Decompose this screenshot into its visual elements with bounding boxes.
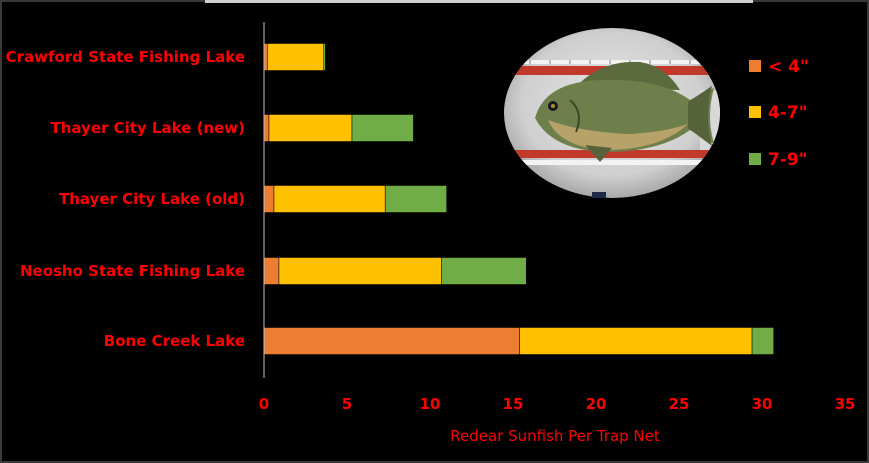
bar-3-series-1 [278, 257, 442, 285]
bar-3-series-0 [263, 257, 280, 285]
x-tick-label: 30 [752, 395, 773, 413]
bars-group [263, 43, 774, 355]
bar-1-series-0 [263, 114, 270, 142]
legend-swatch [749, 106, 761, 118]
top-edge-line [205, 0, 753, 3]
category-label: Thayer City Lake (new) [50, 119, 245, 137]
legend: < 4" 4-7" 7-9" [749, 57, 809, 170]
x-axis-label: Redear Sunfish Per Trap Net [450, 427, 660, 445]
category-label: Bone Creek Lake [104, 332, 245, 350]
bar-1-series-1 [268, 114, 353, 142]
bar-4-series-1 [519, 327, 753, 355]
x-tick-label: 15 [503, 395, 524, 413]
legend-label: < 4" [768, 57, 809, 77]
legend-swatch [749, 60, 761, 72]
x-tick-label: 35 [835, 395, 856, 413]
bar-2-series-2 [384, 185, 447, 213]
bar-4-series-0 [263, 327, 520, 355]
bar-0-series-1 [267, 43, 325, 71]
category-labels: Crawford State Fishing Lake Thayer City L… [6, 48, 245, 350]
x-tick-label: 5 [342, 395, 352, 413]
x-tick-label: 0 [259, 395, 269, 413]
legend-label: 4-7" [768, 103, 808, 123]
bar-2-series-1 [273, 185, 386, 213]
category-label: Thayer City Lake (old) [59, 190, 245, 208]
category-label: Neosho State Fishing Lake [20, 262, 245, 280]
bar-2-series-0 [263, 185, 275, 213]
x-tick-label: 10 [420, 395, 441, 413]
bar-4-series-2 [751, 327, 774, 355]
photo-shadow [592, 192, 606, 198]
fish-photo [504, 28, 720, 198]
legend-label: 7-9" [768, 150, 808, 170]
x-tick-labels: 0 5 10 15 20 25 30 35 [259, 395, 856, 413]
x-tick-label: 25 [669, 395, 690, 413]
category-label: Crawford State Fishing Lake [6, 48, 245, 66]
bar-3-series-2 [441, 257, 527, 285]
x-tick-label: 20 [586, 395, 607, 413]
legend-swatch [749, 153, 761, 165]
bar-0-series-2 [323, 43, 326, 71]
bar-1-series-2 [351, 114, 414, 142]
